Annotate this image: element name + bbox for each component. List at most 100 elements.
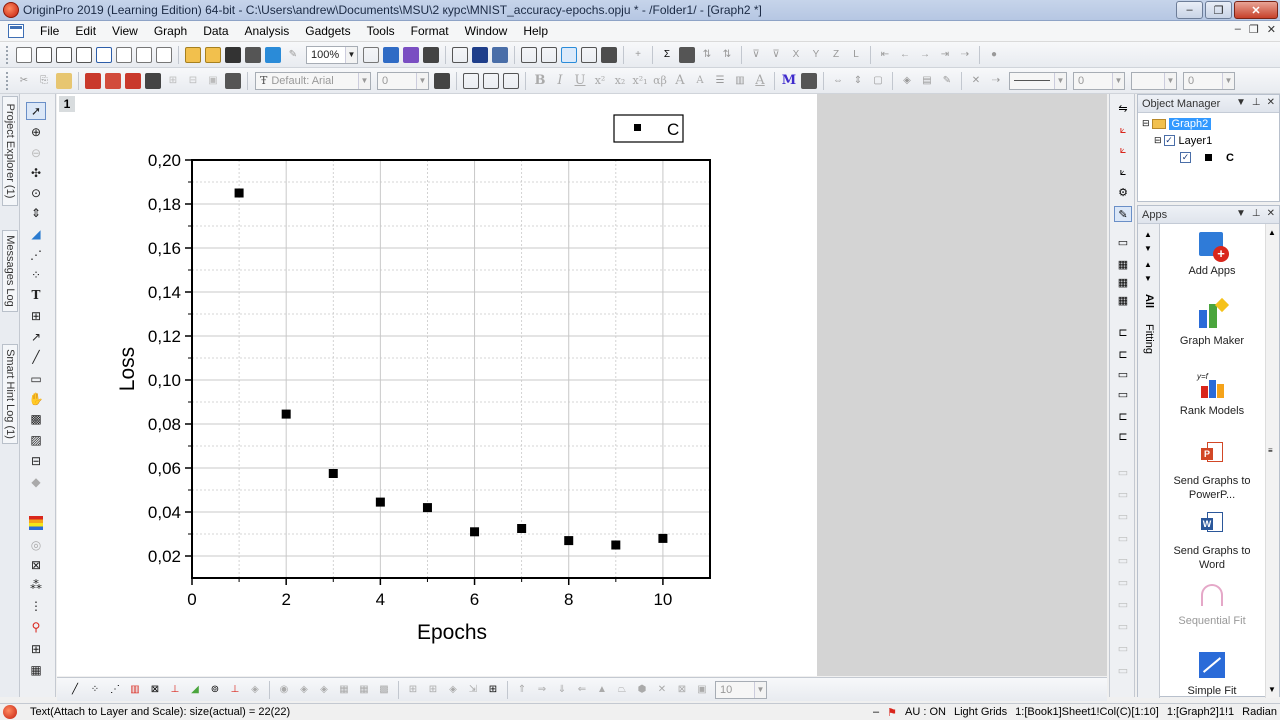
scroll-up-icon[interactable]: ▲ xyxy=(1144,230,1152,239)
scroll-up-icon[interactable]: ▲ xyxy=(1268,228,1276,237)
plot-style-icon[interactable]: ✕ xyxy=(971,75,981,86)
scroll-up-icon[interactable]: ▲ xyxy=(1144,260,1152,269)
font-color-icon[interactable]: A xyxy=(755,73,765,88)
screen-reader-icon[interactable]: ⊙ xyxy=(30,186,42,200)
status-more-icon[interactable]: – xyxy=(873,705,880,718)
tab-fitting[interactable]: Fitting xyxy=(1141,318,1157,360)
new-notes-icon[interactable] xyxy=(156,46,172,63)
3d-plot-icon[interactable]: ◈ xyxy=(251,684,259,695)
line-plot-icon[interactable]: ╱ xyxy=(71,684,79,695)
heatmap-icon[interactable]: ▩ xyxy=(379,684,389,695)
pin-dropdown-icon[interactable]: ▼ xyxy=(1235,208,1246,219)
object-edit-icon[interactable]: ▢ xyxy=(873,75,883,86)
tree-plot-row[interactable]: ✓ C xyxy=(1138,149,1279,166)
menu-file[interactable]: File xyxy=(40,23,60,38)
set-y-icon[interactable]: Y xyxy=(812,49,820,60)
copy-icon[interactable]: ⎘ xyxy=(40,75,48,86)
zoom-combo[interactable]: 100% ▼ xyxy=(306,45,358,64)
layer-3-icon[interactable]: ▦ xyxy=(1117,276,1129,289)
bar-chart-icon[interactable]: ▥ xyxy=(735,75,745,86)
line-width-combo[interactable]: 0 ▼ xyxy=(1073,71,1125,90)
data-selector-icon[interactable]: ◢ xyxy=(31,227,41,241)
object-manager-icon[interactable] xyxy=(541,46,557,63)
line-color-icon[interactable]: ✎ xyxy=(942,75,952,86)
mdi-minimize-button[interactable]: – xyxy=(1234,23,1241,35)
menu-view[interactable]: View xyxy=(112,23,138,38)
tab-all[interactable]: All xyxy=(1141,290,1157,312)
command-window-icon[interactable] xyxy=(492,46,508,63)
extract-icon[interactable]: ▭ xyxy=(1117,388,1129,401)
menu-gadgets[interactable]: Gadgets xyxy=(305,23,351,38)
arrow-tool-icon[interactable]: ↗ xyxy=(30,330,42,344)
collapse-icon[interactable]: ⊟ xyxy=(1142,118,1150,128)
mask-icon[interactable]: M xyxy=(781,73,797,88)
statistics-icon[interactable] xyxy=(679,46,695,63)
format-painter-icon[interactable] xyxy=(85,72,101,89)
menu-edit[interactable]: Edit xyxy=(75,23,97,38)
new-project-icon[interactable] xyxy=(16,46,32,63)
axis-scale-icon[interactable]: ⟀ xyxy=(1119,143,1127,156)
special-plot-icon[interactable]: ⊚ xyxy=(210,684,220,695)
first-icon[interactable]: ⇤ xyxy=(880,49,890,60)
group-icon[interactable]: ⊞ xyxy=(168,75,178,86)
new-function-icon[interactable] xyxy=(116,46,132,63)
edit-text-icon[interactable] xyxy=(463,72,479,89)
cross-icon[interactable]: ✕ xyxy=(657,684,667,695)
status-theme[interactable]: Light Grids xyxy=(953,705,1008,718)
status-angle[interactable]: Radian xyxy=(1242,705,1277,718)
pattern-combo[interactable]: ▼ xyxy=(1131,71,1177,90)
new-workbook-icon[interactable] xyxy=(36,46,52,63)
plot-visible-checkbox[interactable]: ✓ xyxy=(1180,152,1191,163)
italic-icon[interactable]: I xyxy=(557,73,563,88)
text-frame-icon[interactable] xyxy=(503,72,519,89)
supersubscript-icon[interactable]: x²₁ xyxy=(632,74,648,87)
y-axis-label[interactable]: Loss xyxy=(116,347,139,391)
status-layer[interactable]: 1:[Graph2]1!1 xyxy=(1166,705,1235,718)
expand-icon[interactable]: ⊞ xyxy=(408,684,418,695)
project-explorer-icon[interactable] xyxy=(452,46,468,63)
apps-toggle-icon[interactable]: ● xyxy=(990,49,998,60)
close-icon[interactable]: ✕ xyxy=(1266,97,1275,108)
status-cell[interactable]: 1:[Book1]Sheet1!Col(C)[1:10] xyxy=(1015,705,1159,718)
arrow-up-icon[interactable]: ⇑ xyxy=(517,684,527,695)
rescale-icon[interactable]: ⇋ xyxy=(1118,102,1128,115)
text-tool-icon[interactable]: T xyxy=(31,288,41,302)
app-add-apps[interactable]: + Add Apps xyxy=(1162,230,1262,278)
search-icon[interactable]: ⚲ xyxy=(31,620,41,634)
scroll-grip-icon[interactable]: ≡ xyxy=(1268,446,1273,455)
graph-window-icon[interactable] xyxy=(8,24,24,38)
merge-graph-icon[interactable]: ◈ xyxy=(449,684,457,695)
menu-data[interactable]: Data xyxy=(203,23,229,38)
print-icon[interactable] xyxy=(363,46,379,63)
graph-edit-icon[interactable]: ✎ xyxy=(1114,206,1132,222)
menu-help[interactable]: Help xyxy=(523,23,549,38)
minimize-button[interactable]: – xyxy=(1176,1,1203,19)
insert-image-icon[interactable]: ▨ xyxy=(30,433,42,447)
insert-object-icon[interactable]: ⊞ xyxy=(30,309,42,323)
apps-scrollbar[interactable]: ▲ ≡ ▼ xyxy=(1265,224,1279,698)
cut-icon[interactable]: ✂ xyxy=(19,75,29,86)
sum-icon[interactable]: Σ xyxy=(663,49,671,60)
data-point[interactable] xyxy=(328,469,338,478)
recalculate-icon[interactable]: ✎ xyxy=(288,49,298,60)
data-point[interactable] xyxy=(422,503,432,513)
font-color-grid-icon[interactable] xyxy=(434,72,450,89)
data-point[interactable] xyxy=(658,533,668,543)
box-icon[interactable]: ⊠ xyxy=(677,684,687,695)
data-point[interactable] xyxy=(611,540,621,550)
arrange-icon[interactable]: ⊏ xyxy=(1118,410,1128,423)
zoom-out-icon[interactable]: ⊖ xyxy=(30,146,42,160)
zoom-window-icon[interactable] xyxy=(561,46,577,63)
data-point[interactable] xyxy=(234,188,244,198)
anchor-icon[interactable]: ◆ xyxy=(31,475,41,489)
tree-layer-row[interactable]: ⊟ ✓ Layer1 xyxy=(1138,132,1279,149)
close-button[interactable]: ✕ xyxy=(1234,1,1278,19)
last-icon[interactable]: ⇥ xyxy=(940,49,950,60)
grid-plot-icon[interactable]: ▦ xyxy=(339,684,349,695)
new-layer-icon[interactable]: ⊞ xyxy=(30,642,42,656)
save-project-icon[interactable] xyxy=(225,46,241,63)
scale-bar-icon[interactable]: ◎ xyxy=(30,538,42,552)
layer-1-icon[interactable]: ▭ xyxy=(1117,236,1129,249)
results-log-icon[interactable] xyxy=(472,46,488,63)
bold-icon[interactable]: B xyxy=(534,73,546,88)
